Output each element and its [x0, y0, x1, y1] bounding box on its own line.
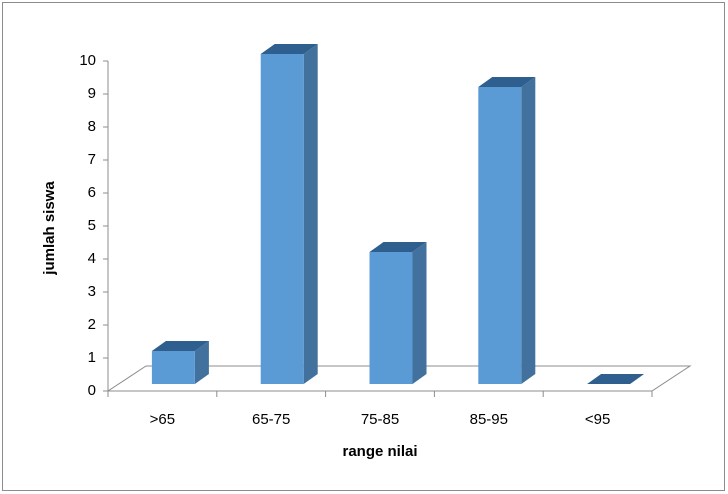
bar: [369, 242, 427, 384]
y-axis-title: jumlah siswa: [41, 181, 58, 276]
y-tick-label: 5: [88, 217, 96, 234]
bar-front: [478, 87, 522, 384]
y-tick-label: 2: [88, 316, 96, 333]
bar: [478, 77, 536, 384]
bar-top: [369, 242, 427, 252]
y-tick-label: 4: [88, 250, 96, 267]
x-tick-label: <95: [585, 411, 610, 428]
bar-side: [303, 44, 318, 384]
bar: [260, 44, 318, 384]
x-tick-label: 85-95: [470, 411, 508, 428]
x-tick-label: 65-75: [252, 411, 290, 428]
y-tick-label: 0: [88, 382, 96, 399]
bar-front: [260, 54, 304, 384]
y-tick-label: 3: [88, 283, 96, 300]
bar: [587, 374, 645, 384]
y-tick-label: 1: [88, 349, 96, 366]
x-axis-title: range nilai: [342, 443, 417, 460]
bar-front: [151, 351, 195, 384]
bar-top: [260, 44, 318, 54]
x-tick-label: >65: [150, 411, 175, 428]
y-tick-label: 9: [88, 85, 96, 102]
y-tick-label: 8: [88, 118, 96, 135]
bar-side: [194, 341, 209, 384]
y-tick-label: 7: [88, 151, 96, 168]
bar-top: [151, 341, 209, 351]
y-tick-label: 6: [88, 184, 96, 201]
x-tick-label: 75-85: [361, 411, 399, 428]
bar-front: [369, 252, 413, 384]
bar-top: [587, 374, 645, 384]
bar: [151, 341, 209, 384]
bar-side: [521, 77, 536, 384]
bar-top: [478, 77, 536, 87]
bar-side: [412, 242, 427, 384]
y-tick-label: 10: [79, 52, 96, 69]
